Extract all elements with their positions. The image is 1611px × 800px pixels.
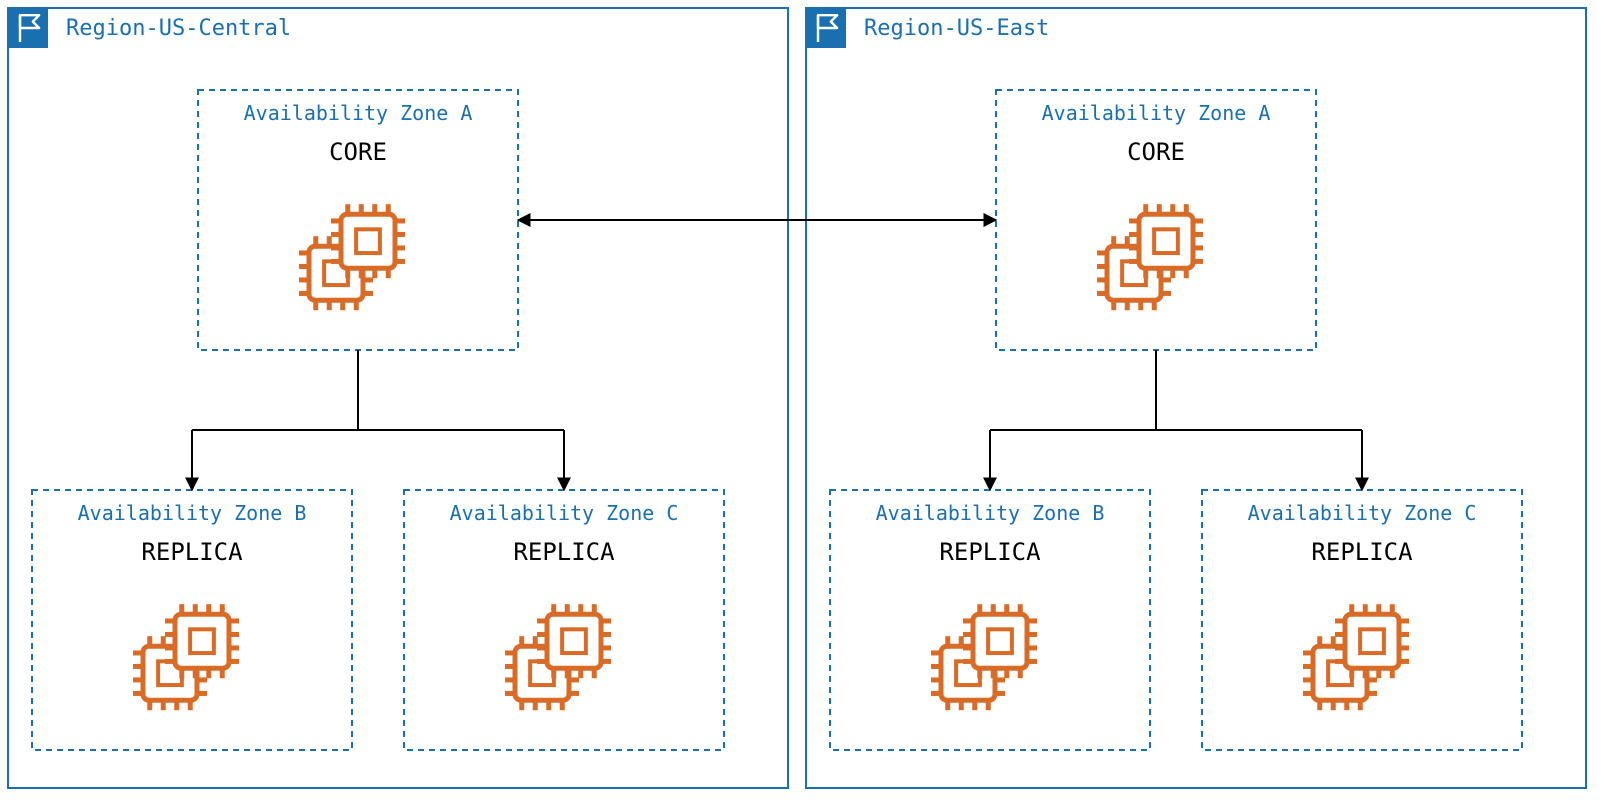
chip-icon	[1303, 604, 1409, 710]
zone-label: Availability Zone C	[1248, 501, 1477, 525]
chip-icon	[133, 604, 239, 710]
region-label: Region-US-Central	[66, 16, 291, 41]
chip-icon	[931, 604, 1037, 710]
zone-label: Availability Zone A	[1042, 101, 1271, 125]
chip-icon	[505, 604, 611, 710]
zone-label: Availability Zone C	[450, 501, 679, 525]
zone-label: Availability Zone B	[876, 501, 1105, 525]
node-label: REPLICA	[141, 538, 243, 566]
region-label: Region-US-East	[864, 16, 1049, 41]
node-label: REPLICA	[939, 538, 1041, 566]
flag-icon	[8, 8, 48, 48]
zone-label: Availability Zone A	[244, 101, 473, 125]
region-central: Region-US-Central	[8, 8, 788, 788]
node-label: CORE	[1127, 138, 1185, 166]
node-label: REPLICA	[1311, 538, 1413, 566]
region-east: Region-US-East	[806, 8, 1586, 788]
node-label: REPLICA	[513, 538, 615, 566]
zone-label: Availability Zone B	[78, 501, 307, 525]
flag-icon	[806, 8, 846, 48]
node-label: CORE	[329, 138, 387, 166]
chip-icon	[299, 204, 405, 310]
chip-icon	[1097, 204, 1203, 310]
